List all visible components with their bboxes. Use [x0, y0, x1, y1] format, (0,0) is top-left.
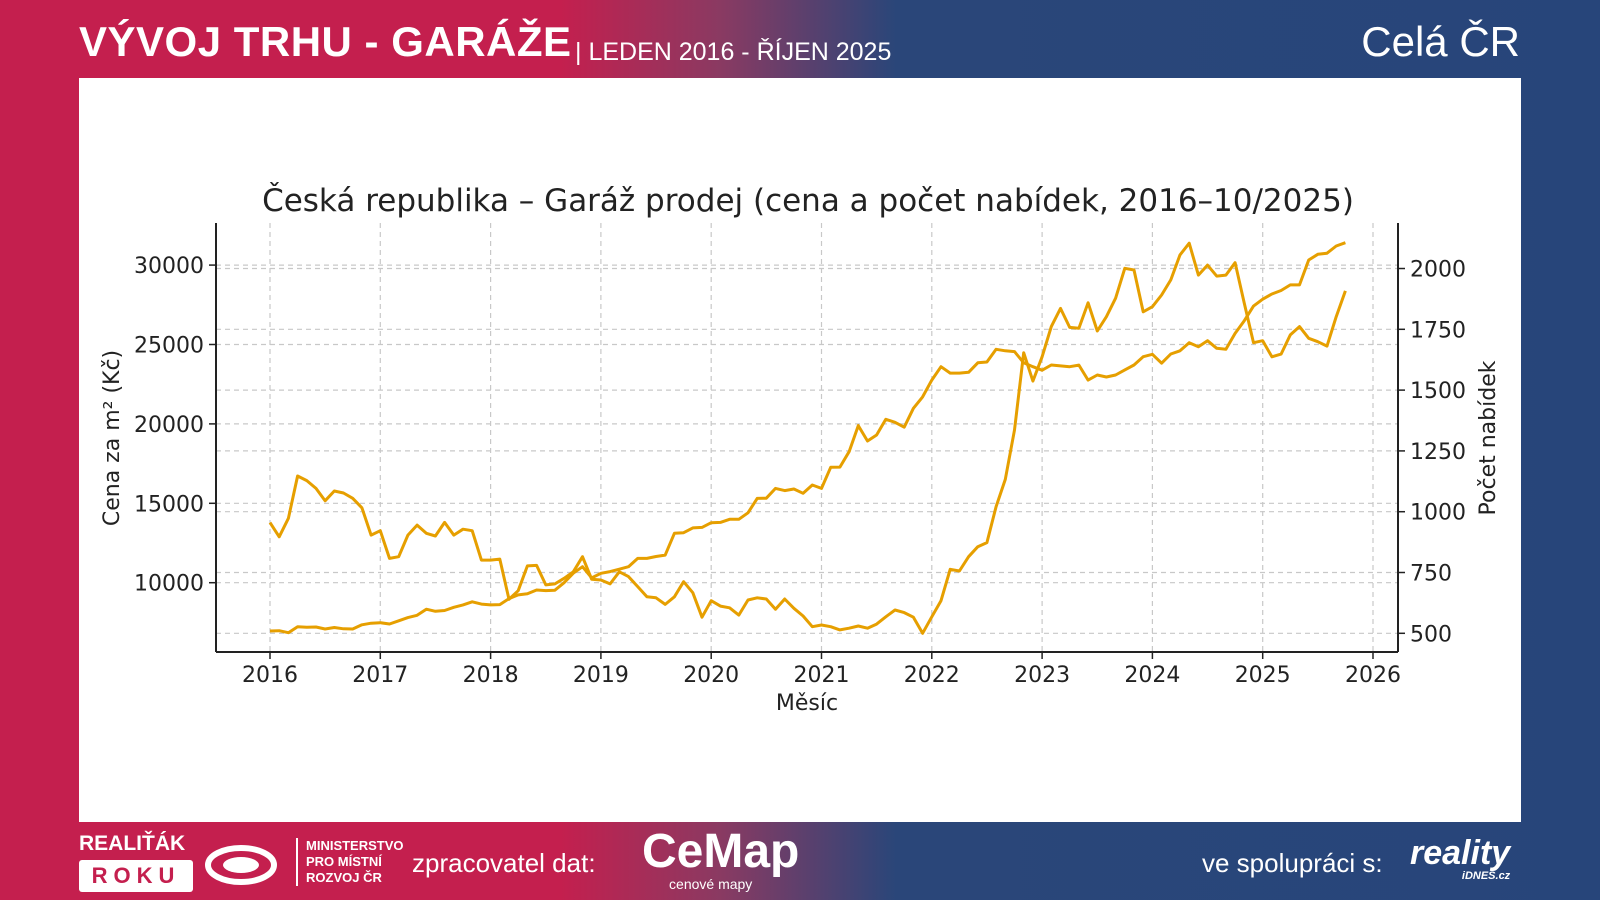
y2-tick-label: 1250	[1410, 440, 1466, 465]
x-tick-label: 2016	[242, 663, 298, 688]
x-tick-label: 2023	[1014, 663, 1070, 688]
y2-tick-label: 500	[1410, 622, 1452, 647]
y-tick-label: 15000	[134, 492, 204, 517]
y-tick-label: 25000	[134, 333, 204, 358]
realitak-roku-logo: REALIŤÁK ROKU	[79, 832, 193, 892]
y2-tick-label: 1000	[1410, 501, 1466, 526]
ministry-line: MINISTERSTVO	[306, 838, 404, 853]
ministry-line: ROZVOJ ČR	[306, 870, 382, 885]
y2-tick-label: 1750	[1410, 318, 1466, 343]
header-region: Celá ČR	[1361, 18, 1520, 65]
x-tick-label: 2020	[683, 663, 739, 688]
cemap-logo-text: CeMap	[642, 825, 800, 878]
ministry-line: PRO MÍSTNÍ	[306, 854, 382, 869]
reality-idnes-logo: reality iDNES.cz	[1410, 836, 1510, 882]
partner-label: ve spolupráci s:	[1202, 848, 1383, 878]
reality-logo-text: reality	[1410, 834, 1511, 872]
ministry-logo: MINISTERSTVO PRO MÍSTNÍ ROZVOJ ČR	[296, 838, 404, 886]
x-tick-label: 2017	[352, 663, 408, 688]
listing-count-line	[268, 241, 1347, 635]
y-tick-label: 30000	[134, 254, 204, 279]
header-title: VÝVOJ TRHU - GARÁŽE	[79, 18, 572, 65]
y-tick-label: 10000	[134, 572, 204, 597]
x-tick-label: 2018	[463, 663, 519, 688]
y2-tick-label: 1500	[1410, 379, 1466, 404]
grid	[216, 223, 1398, 652]
cemap-logo: CeMap cenové mapy	[642, 825, 800, 893]
roku-text: ROKU	[79, 860, 193, 892]
y2-tick-label: 2000	[1410, 258, 1466, 283]
y-tick-label: 20000	[134, 413, 204, 438]
ministry-emblem-icon	[205, 845, 277, 885]
x-tick-label: 2021	[794, 663, 850, 688]
x-tick-label: 2024	[1124, 663, 1180, 688]
y-axis-label-right: Počet nabídek	[1476, 360, 1501, 515]
x-axis-label: Měsíc	[776, 691, 838, 716]
realitak-text: REALIŤÁK	[79, 832, 186, 855]
chart-panel	[79, 78, 1521, 822]
x-tick-label: 2022	[904, 663, 960, 688]
cemap-tagline: cenové mapy	[669, 876, 753, 892]
y-axis-label-left: Cena za m² (Kč)	[100, 350, 125, 526]
series-lines	[268, 241, 1347, 635]
x-tick-label: 2025	[1235, 663, 1291, 688]
axes: 2016 2017 2018 2019 2020 2021 2022 2023 2024 2025…	[134, 223, 1466, 688]
x-tick-label: 2019	[573, 663, 629, 688]
y2-tick-label: 750	[1410, 562, 1452, 587]
processor-label: zpracovatel dat:	[412, 848, 596, 878]
x-tick-label: 2026	[1345, 663, 1401, 688]
price-line	[269, 241, 1346, 635]
chart-title: Česká republika – Garáž prodej (cena a p…	[262, 182, 1354, 219]
header-date-range: | LEDEN 2016 - ŘÍJEN 2025	[575, 38, 892, 66]
reality-logo-sub: iDNES.cz	[1461, 870, 1511, 882]
